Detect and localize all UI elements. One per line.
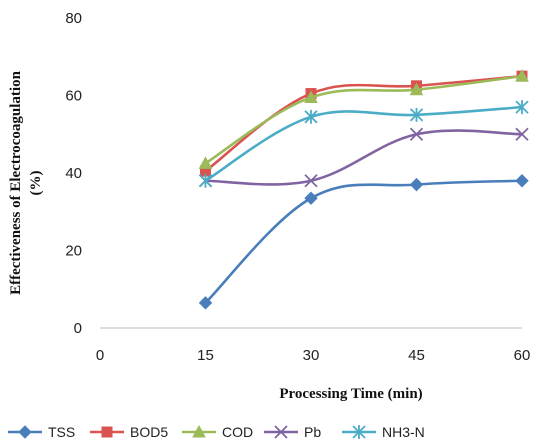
y-axis-label: Effectiveness of Electrocoagulation (8, 70, 24, 295)
legend: TSS BOD5 COD Pb NH3-N (8, 424, 425, 440)
marker-stroke (515, 127, 529, 141)
series-nh3-n (198, 100, 529, 188)
y-axis-label-unit: (%) (28, 171, 44, 196)
data-point (304, 90, 318, 103)
series-cod (198, 69, 529, 169)
marker-stroke (304, 174, 318, 188)
legend-label: COD (222, 424, 253, 440)
data-point (198, 156, 213, 169)
data-point (304, 109, 318, 124)
legend-swatch-marker (352, 425, 366, 439)
legend-item: COD (182, 424, 253, 440)
data-point (515, 174, 529, 188)
legend-label: TSS (48, 424, 75, 440)
marker-stroke (274, 425, 288, 439)
series-bod5 (200, 70, 528, 177)
series-layer (198, 69, 529, 310)
data-point (304, 174, 318, 188)
series-pb (198, 127, 529, 188)
series-line (204, 105, 523, 182)
marker-stroke (409, 127, 424, 141)
x-tick-label: 0 (96, 347, 104, 364)
x-tick-label: 45 (408, 347, 425, 364)
y-tick-label: 20 (65, 243, 82, 260)
legend-label: Pb (304, 424, 321, 440)
data-point (409, 107, 424, 122)
legend-label: NH3-N (382, 424, 425, 440)
data-point (515, 69, 529, 82)
data-point (198, 296, 213, 310)
x-tick-label: 30 (303, 347, 320, 364)
legend-item: Pb (264, 424, 321, 440)
x-tick-label: 60 (514, 347, 531, 364)
data-point (515, 100, 529, 115)
data-point (409, 177, 424, 192)
legend-item: BOD5 (90, 424, 168, 440)
data-point (198, 173, 213, 188)
series-tss (198, 174, 529, 310)
legend-swatch-marker (192, 424, 206, 438)
legend-swatch-marker (18, 425, 32, 439)
axes: 0 20 40 60 80 0 15 30 45 60 (65, 10, 530, 364)
series-line (204, 74, 523, 165)
series-line (204, 74, 523, 173)
legend-item: TSS (8, 424, 75, 440)
y-tick-label: 0 (74, 320, 82, 337)
data-point (304, 191, 318, 205)
legend-label: BOD5 (130, 424, 168, 440)
y-tick-label: 60 (65, 88, 82, 105)
series-line (204, 179, 523, 304)
legend-swatch-marker (274, 425, 288, 439)
legend-item: NH3-N (342, 424, 425, 440)
legend-swatch-marker (101, 426, 113, 438)
data-point (409, 82, 424, 96)
data-point (409, 127, 424, 141)
data-point (515, 127, 529, 141)
y-tick-label: 40 (65, 165, 82, 182)
series-line (205, 129, 523, 186)
x-axis-label: Processing Time (min) (279, 386, 422, 402)
x-tick-label: 15 (197, 347, 214, 364)
y-tick-label: 80 (65, 10, 82, 27)
